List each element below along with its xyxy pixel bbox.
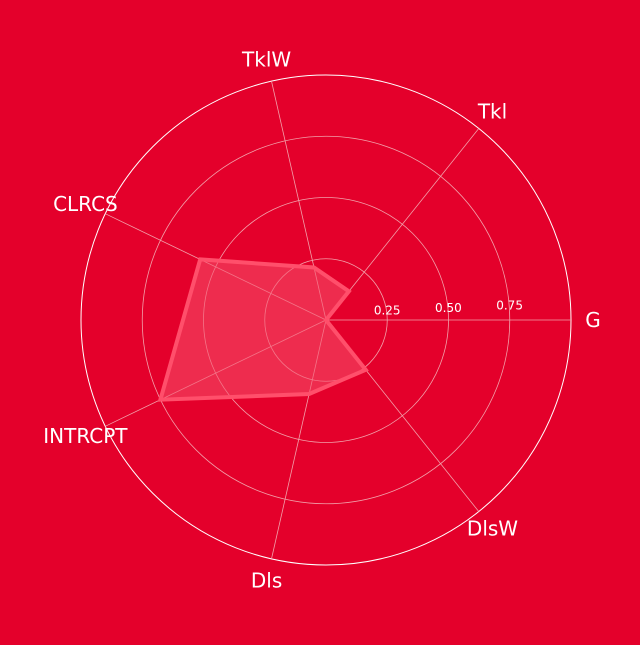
axis-label: DlsW	[467, 517, 518, 541]
series-area	[160, 259, 365, 399]
r-tick-label: 0.50	[435, 301, 462, 315]
axis-label: INTRCPT	[43, 424, 128, 448]
r-tick-label: 0.25	[374, 304, 401, 318]
axis-label: TklW	[241, 48, 291, 72]
axis-label: Tkl	[477, 99, 507, 123]
axis-label: Dls	[251, 568, 282, 592]
series-layer	[160, 259, 365, 400]
tick-label-layer: 0.25 0.50 0.75	[374, 299, 523, 318]
axis-label: CLRCS	[53, 192, 118, 216]
r-tick-label: 0.75	[496, 299, 523, 313]
axis-label: G	[585, 308, 601, 332]
